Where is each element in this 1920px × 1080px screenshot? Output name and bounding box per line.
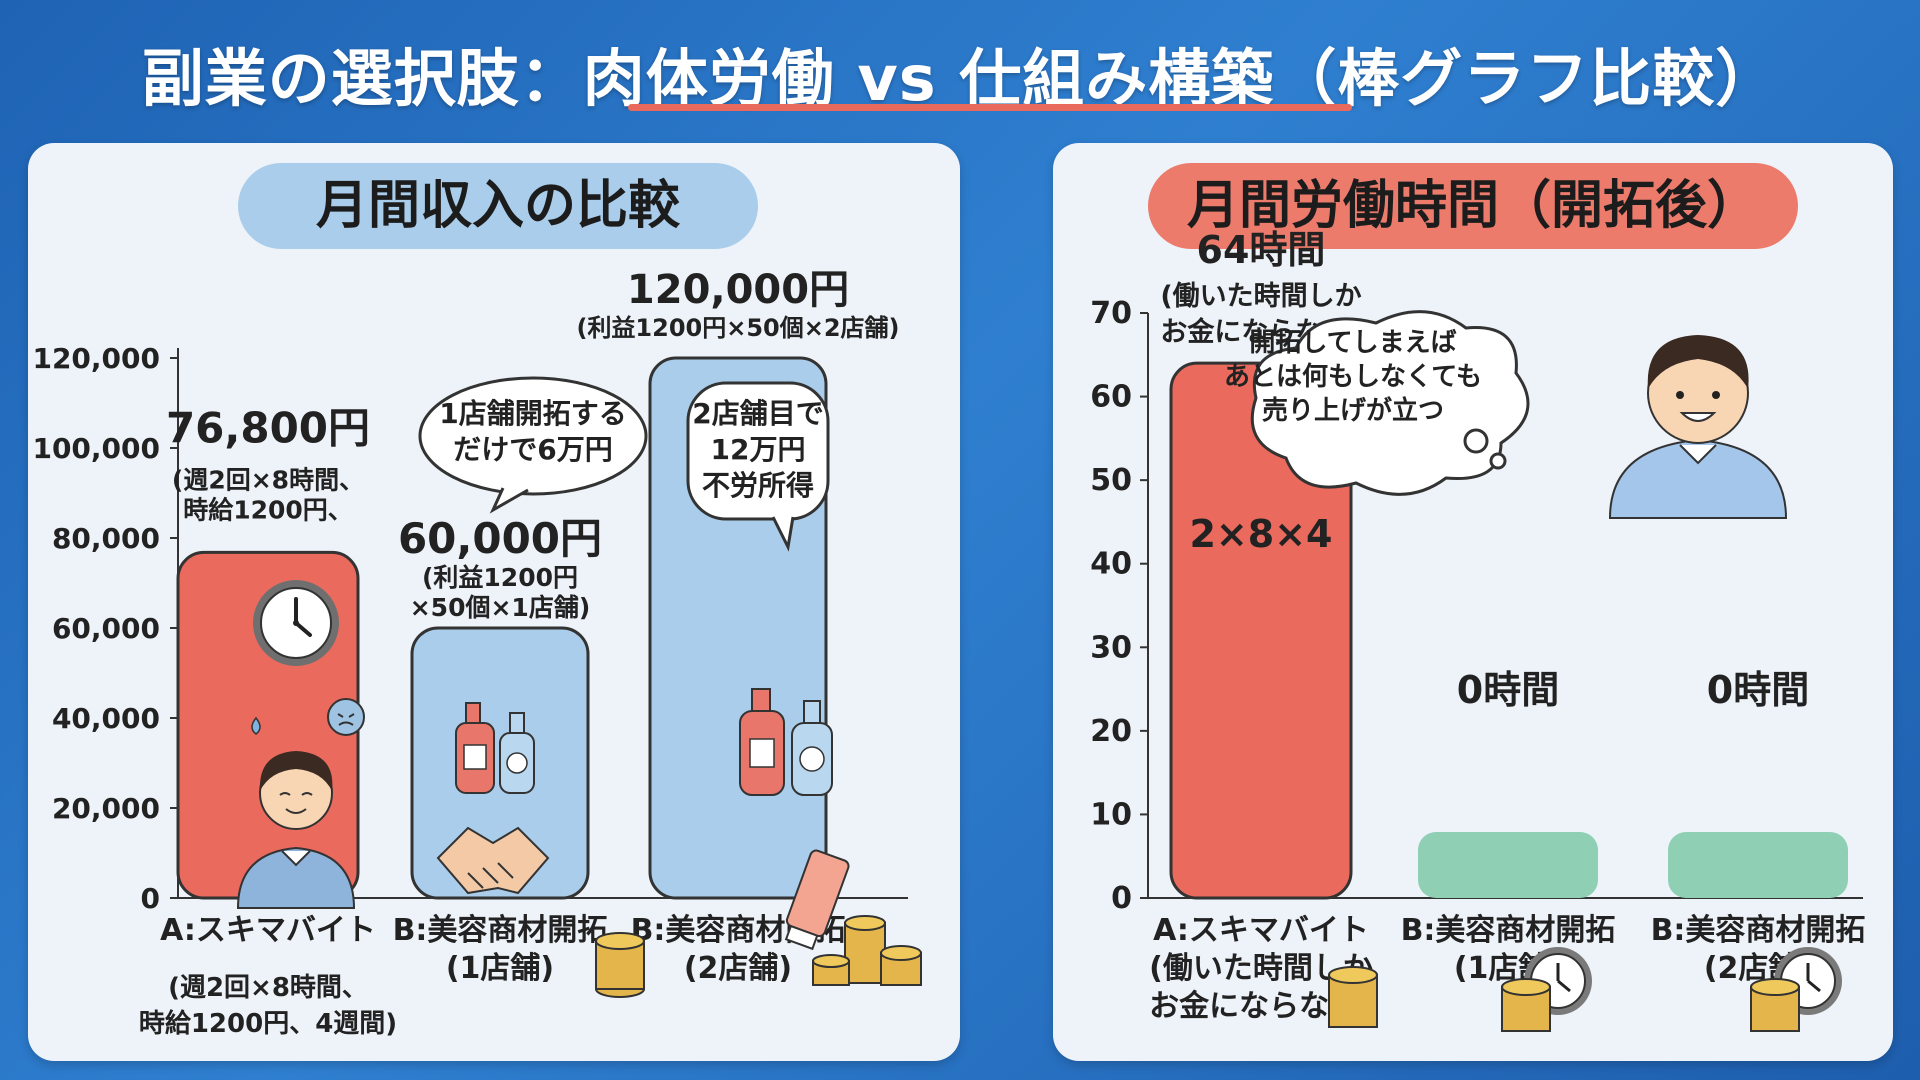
hours-panel: 月間労働時間（開拓後） 0 10 20 30 40 50 60 70 A:スキマバイト(働いた…	[1053, 143, 1893, 1061]
hours-chart-title: 月間労働時間（開拓後）	[1148, 163, 1798, 249]
cosmetic-bottles-2-icon	[739, 688, 833, 796]
income-chart-title: 月間収入の比較	[238, 163, 758, 249]
page-title: 副業の選択肢：肉体労働 vs 仕組み構築（棒グラフ比較）	[141, 42, 1779, 115]
hours-bar	[1668, 832, 1848, 898]
income-chart: 020,00040,00060,00080,000100,000120,000 …	[32, 267, 922, 1039]
bubble-1: 1店舗開拓するだけで6万円	[418, 376, 648, 514]
coin-stacks-2-icon	[812, 915, 922, 986]
bubble-2: 2店舗目で 12万円不労所得	[686, 381, 830, 552]
hours-y-tick-label: 0	[1111, 881, 1132, 916]
income-category-label: A:スキマバイト	[160, 913, 376, 948]
tired-face-icon	[327, 698, 365, 736]
hours-y-tick-label: 20	[1090, 714, 1132, 749]
thought-bubble: 開拓してしまえばあとは何もしなくても売り上げが立つ	[1224, 310, 1530, 496]
handshake-icon	[436, 826, 550, 895]
coin-stack-2-icon	[1750, 978, 1800, 1032]
income-value-note: (利益1200円×50個×1店舗)	[410, 563, 591, 622]
cosmetic-bottles-icon	[455, 702, 535, 794]
coin-stack-1-icon	[1501, 978, 1551, 1032]
income-y-tick-label: 100,000	[32, 432, 160, 465]
hours-y-tick-label: 10	[1090, 797, 1132, 832]
hours-value-label: 64時間	[1197, 228, 1326, 272]
hours-y-tick-label: 70	[1090, 296, 1132, 331]
hours-y-tick-label: 40	[1090, 547, 1132, 582]
income-value-label: 60,000円	[398, 514, 602, 563]
hours-y-tick-label: 50	[1090, 463, 1132, 498]
clock-icon	[253, 580, 339, 666]
hours-bar	[1418, 832, 1598, 898]
income-y-tick-label: 80,000	[52, 522, 160, 555]
income-category-label: B:美容商材開拓(1店舗)	[393, 913, 608, 986]
sweat-drop-icon	[251, 716, 261, 735]
thought-bubble-text: 開拓してしまえばあとは何もしなくても売り上げが立つ	[1224, 328, 1482, 426]
coin-stack-icon	[595, 932, 645, 998]
worker-avatar	[236, 751, 356, 909]
income-panel: 月間収入の比較 0 20,000 40,000 60,000 80,000 100,000…	[28, 143, 960, 1061]
income-category-sublabel: (週2回×8時間、時給1200円、4週間)	[139, 973, 397, 1039]
income-y-tick-label: 120,000	[32, 342, 160, 375]
hours-y-tick-label: 60	[1090, 380, 1132, 415]
income-value-label: 120,000円	[627, 267, 849, 313]
bubble-1-text: 1店舗開拓するだけで6万円	[439, 397, 626, 466]
bubble-2-text: 2店舗目で 12万円不労所得	[692, 397, 823, 502]
coin-stack-hours-icon	[1328, 966, 1378, 1028]
income-y-tick-label: 0	[141, 882, 160, 915]
cream-tube-icon	[784, 849, 850, 951]
income-value-note: (利益1200円×50個×2店舗)	[576, 314, 899, 342]
hours-y-tick-label: 30	[1090, 630, 1132, 665]
title-underline	[628, 104, 1352, 111]
income-y-tick-label: 20,000	[52, 792, 160, 825]
income-y-tick-label: 60,000	[52, 612, 160, 645]
hours-value-label: 0時間	[1457, 668, 1559, 712]
hours-value-label: 0時間	[1707, 668, 1809, 712]
income-value-note: (週2回×8時間、時給1200円、	[172, 465, 364, 524]
hours-category-label: B:美容商材開拓(1店舗)	[1401, 913, 1616, 986]
income-value-label: 76,800円	[166, 403, 370, 452]
smiling-person-avatar	[1608, 335, 1788, 519]
hours-bar-inner-label: 2×8×4	[1189, 512, 1332, 556]
income-y-tick-label: 40,000	[52, 702, 160, 735]
